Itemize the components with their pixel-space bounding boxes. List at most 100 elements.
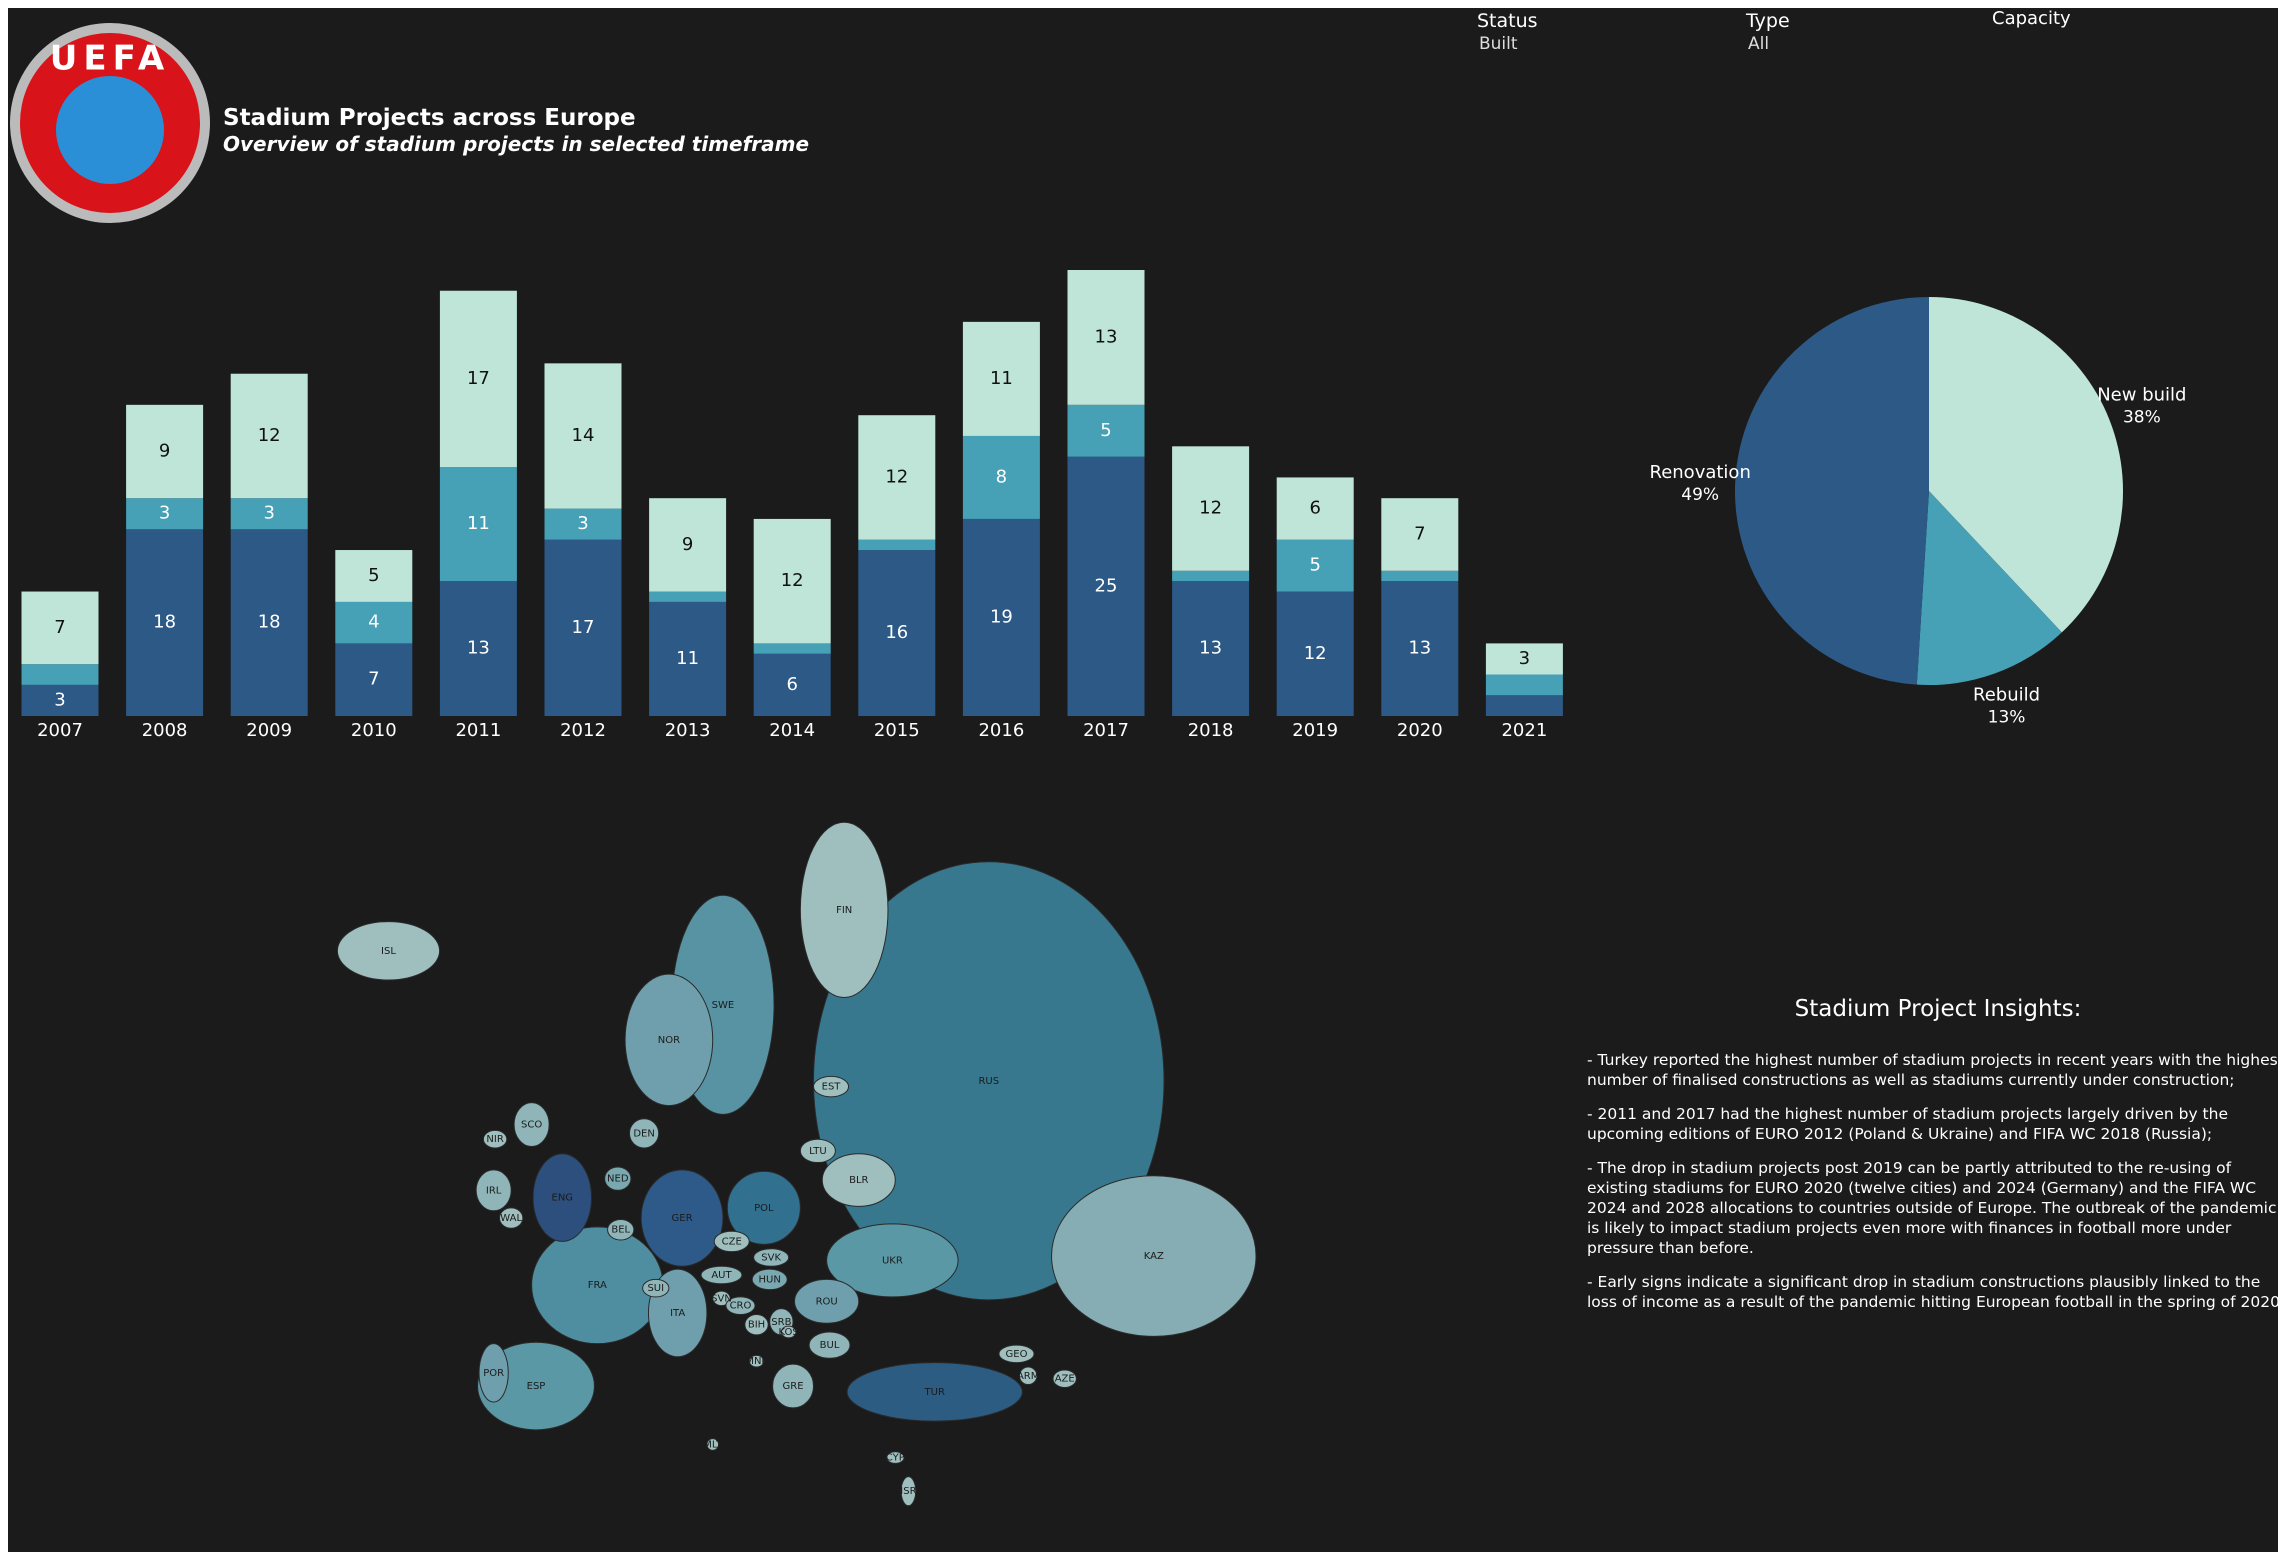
pie-value-label: 13%: [1988, 707, 2026, 727]
country: [712, 1290, 731, 1307]
country-label: LTU: [809, 1146, 827, 1157]
x-tick-label: 2017: [1083, 720, 1129, 741]
country: [1051, 1175, 1257, 1337]
data-label: 3: [54, 689, 65, 710]
bar-segment: [230, 373, 308, 499]
data-label: 25: [1095, 575, 1118, 596]
pie-label: Rebuild: [1973, 684, 2040, 705]
x-tick-label: 2018: [1188, 720, 1234, 741]
country: [846, 1362, 1023, 1422]
bar-segment: [21, 684, 99, 716]
bar-segment: [544, 539, 622, 716]
bar-segment: [335, 601, 413, 644]
country-label: WAL: [500, 1213, 522, 1224]
country-label: ARM: [1017, 1371, 1039, 1382]
pie-slice: [1929, 297, 2123, 633]
data-label: 7: [368, 669, 379, 690]
country-label: AZE: [1055, 1374, 1075, 1385]
bar-segment: [439, 581, 517, 716]
filter-value[interactable]: All: [1748, 34, 1770, 54]
country: [498, 1207, 524, 1229]
bar-segment: [1381, 570, 1459, 582]
country: [794, 1278, 860, 1324]
data-label: 12: [885, 466, 908, 487]
x-tick-label: 2014: [769, 720, 815, 741]
bar-segment: [649, 591, 727, 602]
bar-segment: [439, 290, 517, 468]
country-label: POL: [754, 1203, 774, 1214]
filter-label[interactable]: Status: [1477, 10, 1538, 32]
country: [1052, 1369, 1077, 1388]
country: [336, 921, 441, 981]
country: [780, 1325, 797, 1339]
country-label: ISR: [900, 1486, 916, 1497]
bar-segment: [858, 539, 936, 551]
country-label: CYP: [886, 1453, 905, 1464]
bar-segment: [1172, 581, 1250, 716]
country: [607, 1219, 635, 1241]
filter-label[interactable]: Type: [1746, 10, 1790, 32]
filter-label[interactable]: Capacity: [1992, 8, 2071, 29]
country: [642, 1278, 670, 1298]
country: [886, 1451, 905, 1464]
country-label: ENG: [552, 1193, 574, 1204]
country-label: SUI: [647, 1283, 664, 1294]
data-label: 12: [258, 425, 281, 446]
data-label: 3: [159, 503, 170, 524]
data-label: 6: [786, 674, 797, 695]
country: [751, 1268, 788, 1291]
country-label: MLT: [703, 1439, 723, 1450]
country: [475, 1169, 512, 1212]
data-label: 5: [1100, 420, 1111, 441]
data-label: 13: [1408, 638, 1431, 659]
x-tick-label: 2016: [978, 720, 1024, 741]
bar-segment: [962, 321, 1040, 436]
country: [726, 1170, 801, 1245]
bar-segment: [649, 601, 727, 716]
x-tick-label: 2015: [874, 720, 920, 741]
bar-segment: [126, 404, 204, 499]
bar-segment: [544, 508, 622, 540]
country-label: KAZ: [1144, 1251, 1164, 1262]
x-tick-label: 2011: [455, 720, 501, 741]
data-label: 12: [1199, 498, 1222, 519]
country: [604, 1166, 632, 1191]
insights: - Turkey reported the highest number of …: [1587, 1050, 2287, 1326]
country-label: ITA: [670, 1308, 685, 1319]
filter-value[interactable]: Built: [1479, 34, 1518, 54]
bar-segment: [962, 435, 1040, 519]
data-label: 5: [1309, 555, 1320, 576]
country-label: DEN: [633, 1128, 655, 1139]
subtitle: Overview of stadium projects in selected…: [223, 132, 810, 156]
country-label: AUT: [711, 1270, 732, 1281]
country-label: NED: [607, 1174, 629, 1185]
country-label: BIH: [748, 1320, 765, 1331]
bar-segment: [753, 643, 831, 654]
bar-segment: [1067, 404, 1145, 457]
country-label: ROU: [816, 1296, 838, 1307]
bar-segment: [21, 664, 99, 685]
pie-slice: [1916, 491, 2062, 686]
data-label: 6: [1309, 498, 1320, 519]
bar-segment: [858, 415, 936, 540]
country-label: BLR: [849, 1175, 868, 1186]
country: [725, 1296, 756, 1315]
data-label: 7: [54, 617, 65, 638]
country: [900, 1476, 917, 1507]
data-label: 16: [885, 622, 908, 643]
bar-segment: [1172, 570, 1250, 582]
country: [772, 1363, 814, 1409]
bar-segment: [1485, 674, 1563, 696]
data-label: 11: [990, 368, 1013, 389]
country: [753, 1248, 790, 1267]
country: [478, 1343, 509, 1403]
x-tick-label: 2013: [665, 720, 711, 741]
country: [744, 1313, 769, 1336]
bar-segment: [858, 550, 936, 716]
data-label: 3: [263, 503, 274, 524]
country-label: BUL: [820, 1340, 840, 1351]
country-label: KOS: [779, 1327, 799, 1338]
country-label: RUS: [978, 1076, 999, 1087]
country-label: SCO: [521, 1120, 542, 1131]
bar-segment: [1276, 539, 1354, 592]
